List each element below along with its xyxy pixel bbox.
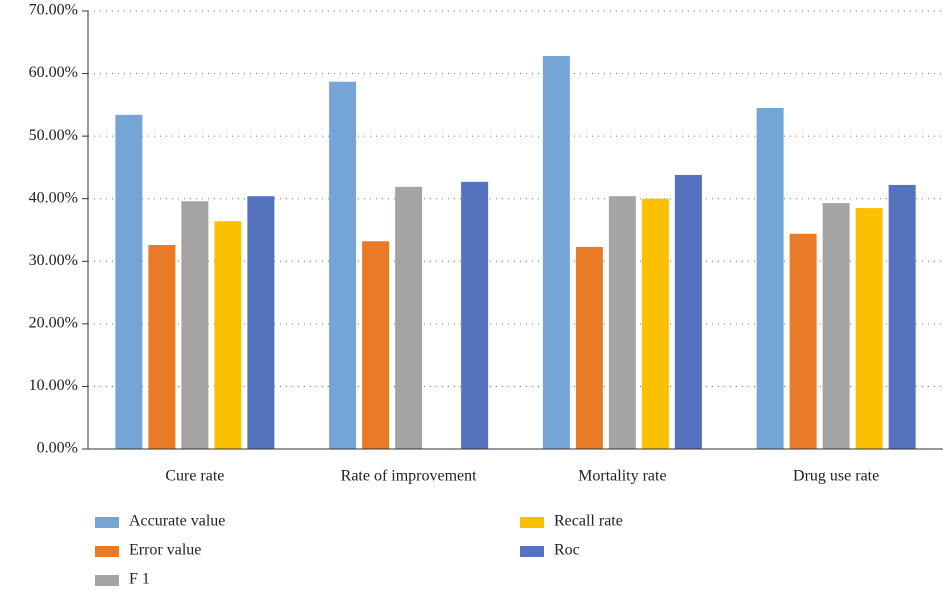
bar xyxy=(362,241,390,449)
x-tick-label: Rate of improvement xyxy=(341,468,478,485)
bar xyxy=(542,56,570,450)
legend-swatch xyxy=(520,517,544,528)
bar xyxy=(756,107,784,449)
y-tick-label: 30.00% xyxy=(29,252,78,269)
bar xyxy=(148,245,176,449)
legend-swatch xyxy=(95,546,119,557)
bar xyxy=(181,201,209,449)
bar xyxy=(329,81,357,449)
bar xyxy=(674,174,702,450)
bar xyxy=(789,233,817,449)
y-tick-label: 20.00% xyxy=(29,315,78,332)
bar xyxy=(115,114,143,450)
bar xyxy=(214,221,242,449)
legend-label: Accurate value xyxy=(129,513,225,530)
legend-swatch xyxy=(95,517,119,528)
bar xyxy=(641,198,669,449)
bar xyxy=(247,196,275,449)
y-tick-label: 0.00% xyxy=(37,440,78,457)
bar xyxy=(461,181,489,449)
legend-swatch xyxy=(520,546,544,557)
y-tick-label: 50.00% xyxy=(29,127,78,144)
bar xyxy=(888,184,916,449)
x-tick-label: Drug use rate xyxy=(793,468,879,485)
y-tick-label: 40.00% xyxy=(29,189,78,206)
legend-label: Recall rate xyxy=(554,513,623,530)
legend-swatch xyxy=(95,575,119,586)
bar xyxy=(395,186,423,449)
bar xyxy=(822,203,850,449)
y-tick-label: 70.00% xyxy=(29,2,78,19)
legend-label: F 1 xyxy=(129,571,150,588)
y-tick-label: 60.00% xyxy=(29,64,78,81)
legend-label: Error value xyxy=(129,542,201,559)
bar xyxy=(575,246,603,449)
x-tick-label: Cure rate xyxy=(165,468,224,485)
bar xyxy=(855,208,883,449)
bar xyxy=(608,196,636,449)
y-tick-label: 10.00% xyxy=(29,377,78,394)
x-tick-label: Mortality rate xyxy=(578,468,666,485)
legend-label: Roc xyxy=(554,542,580,559)
